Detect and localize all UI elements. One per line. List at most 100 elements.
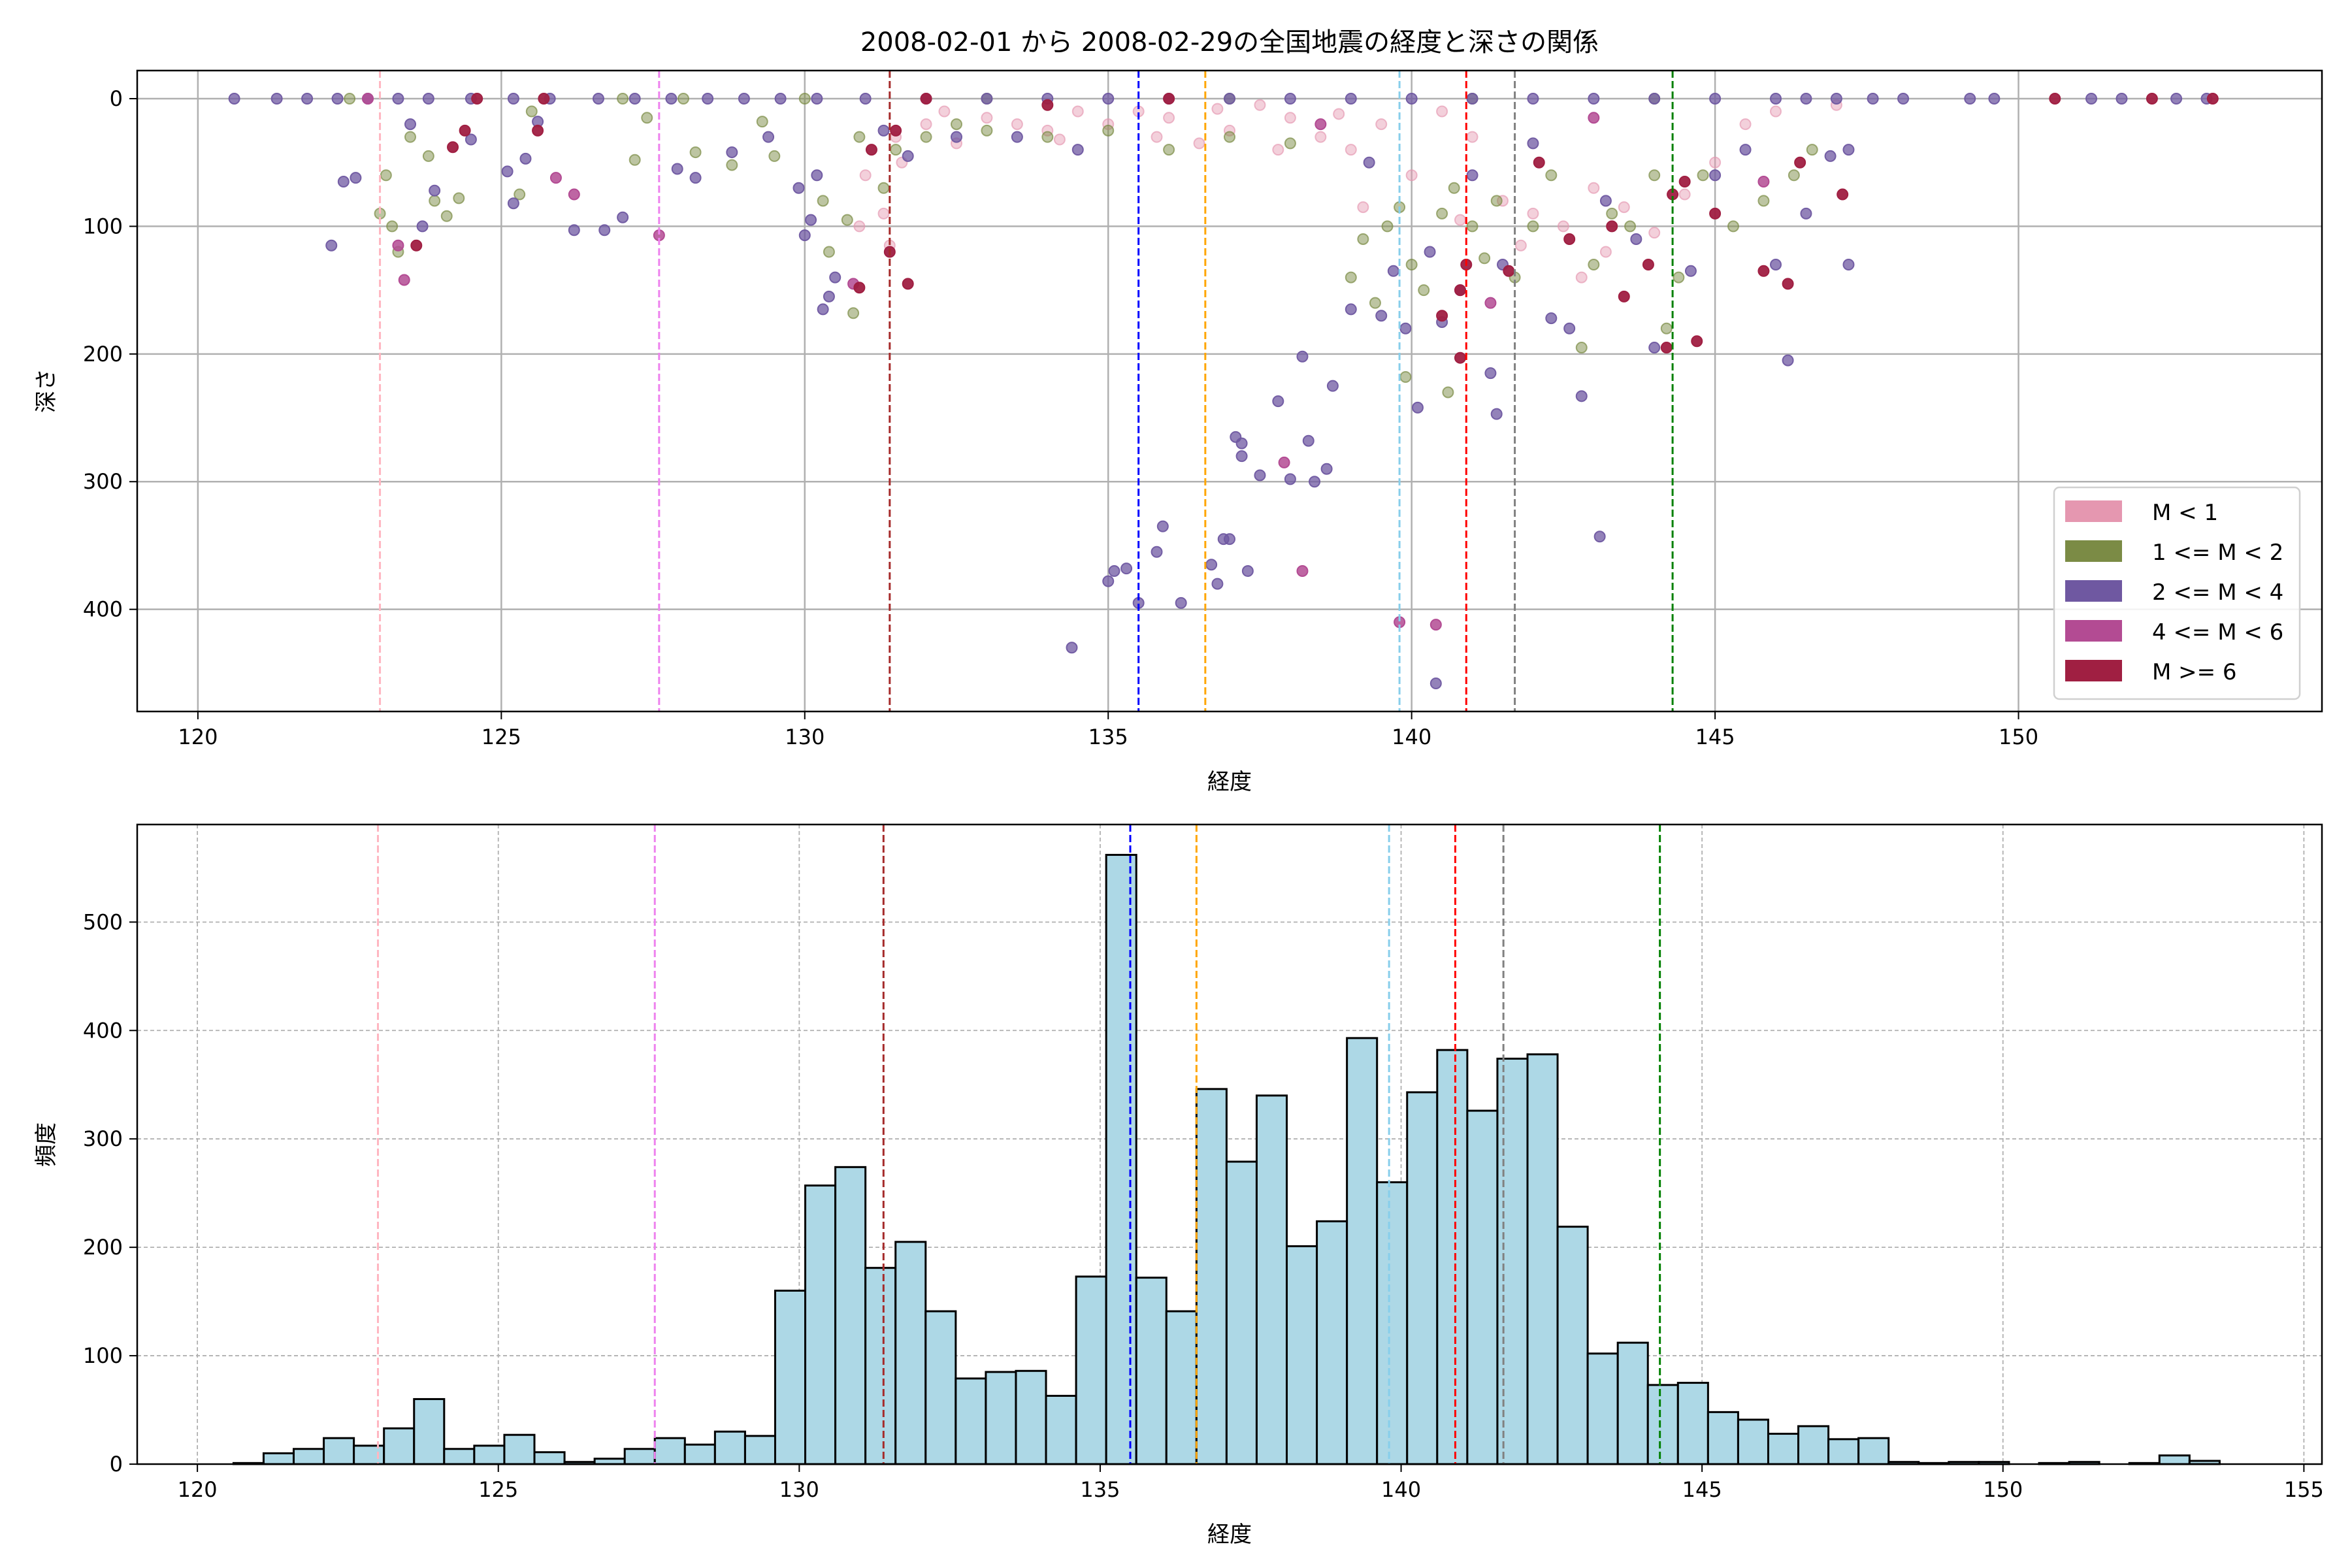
data-point xyxy=(361,92,374,105)
data-point xyxy=(514,188,526,201)
data-point xyxy=(1709,92,1722,105)
data-point xyxy=(1041,99,1054,111)
data-point xyxy=(853,131,866,143)
histogram-bar xyxy=(1105,853,1137,1465)
data-point xyxy=(1315,118,1327,131)
data-point xyxy=(1102,575,1115,587)
histogram-bar xyxy=(413,1397,446,1465)
data-point xyxy=(525,105,538,118)
histogram-bar xyxy=(1406,1091,1439,1465)
histogram-bar xyxy=(683,1443,716,1465)
data-point xyxy=(847,307,860,319)
x-tick-label: 125 xyxy=(482,725,521,749)
histogram-bar xyxy=(804,1184,837,1465)
data-point xyxy=(2170,92,2183,105)
data-point xyxy=(1588,259,1600,271)
data-point xyxy=(792,182,805,194)
data-point xyxy=(817,303,829,316)
data-point xyxy=(756,116,768,128)
data-point xyxy=(981,92,993,105)
data-point xyxy=(629,154,641,166)
histogram-bar xyxy=(1045,1394,1077,1465)
data-point xyxy=(453,192,465,204)
data-point xyxy=(841,214,853,226)
data-point xyxy=(1156,520,1169,532)
legend-swatch xyxy=(2065,500,2122,522)
data-point xyxy=(1041,131,1054,143)
data-point xyxy=(1842,259,1855,271)
histogram-bar xyxy=(1857,1437,1890,1465)
data-point xyxy=(811,169,823,182)
data-point xyxy=(1837,188,1849,201)
data-point xyxy=(1642,259,1654,271)
scatter-plot: 120 125 130 135 140 145 150 0 100 200 300 400 M < 1 1… xyxy=(83,69,2323,749)
data-point xyxy=(1678,188,1691,201)
data-point xyxy=(1345,92,1357,105)
histogram-y-label: 頻度 xyxy=(33,1122,59,1167)
legend-swatch xyxy=(2065,620,2122,642)
data-point xyxy=(951,131,962,143)
legend-label: 2 <= M < 4 xyxy=(2152,580,2283,606)
data-point xyxy=(1405,259,1418,271)
legend-label: M < 1 xyxy=(2152,500,2218,526)
scatter-x-label: 経度 xyxy=(1207,769,1252,795)
histogram-bar xyxy=(1436,1049,1469,1465)
data-point xyxy=(549,172,562,184)
data-point xyxy=(1484,367,1497,380)
x-tick-label: 135 xyxy=(1088,725,1128,749)
data-point xyxy=(1284,473,1296,485)
data-point xyxy=(1867,92,1879,105)
data-point xyxy=(2146,92,2158,105)
data-point xyxy=(805,214,817,226)
histogram-plot: 120 125 130 135 140 145 150 155 0 100 200 300 400 500 xyxy=(83,823,2324,1502)
data-point xyxy=(1466,220,1478,233)
data-point xyxy=(1296,565,1309,578)
data-point xyxy=(1399,322,1412,335)
data-point xyxy=(641,112,653,124)
chart-title: 2008-02-01 から 2008-02-29の全国地震の経度と深さの関係 xyxy=(860,27,1599,57)
data-point xyxy=(1436,310,1448,322)
data-point xyxy=(410,239,423,252)
data-point xyxy=(1071,105,1084,118)
data-point xyxy=(1545,169,1558,182)
histogram-bar xyxy=(353,1445,385,1465)
x-tick-label: 120 xyxy=(178,725,218,749)
data-point xyxy=(1606,220,1618,233)
data-point xyxy=(1235,450,1248,463)
data-point xyxy=(1357,201,1369,214)
data-point xyxy=(902,150,914,162)
data-point xyxy=(1345,144,1357,156)
data-point xyxy=(1575,390,1588,402)
data-point xyxy=(331,92,344,105)
y-tick-label: 0 xyxy=(110,1452,123,1477)
data-point xyxy=(325,239,338,252)
histogram-bar xyxy=(1556,1226,1589,1465)
data-point xyxy=(1254,99,1266,111)
data-point xyxy=(1503,265,1515,277)
data-point xyxy=(920,131,932,143)
data-point xyxy=(1739,144,1752,156)
data-point xyxy=(1794,156,1806,169)
legend-swatch xyxy=(2065,660,2122,681)
data-point xyxy=(1588,182,1600,194)
legend-label: 1 <= M < 2 xyxy=(2152,540,2283,566)
data-point xyxy=(1429,678,1442,690)
data-point xyxy=(422,150,434,162)
histogram-bar xyxy=(1225,1160,1258,1465)
data-point xyxy=(429,184,441,197)
data-point xyxy=(1824,150,1837,162)
data-point xyxy=(519,152,532,165)
data-point xyxy=(1527,220,1539,233)
data-point xyxy=(380,169,392,182)
histogram-bar xyxy=(473,1445,506,1465)
data-point xyxy=(447,141,459,154)
data-point xyxy=(1830,92,1842,105)
scatter-y-label: 深さ xyxy=(33,368,59,413)
data-point xyxy=(890,144,902,156)
histogram-bar xyxy=(293,1448,325,1465)
data-point xyxy=(1466,131,1478,143)
legend-swatch xyxy=(2065,540,2122,562)
data-point xyxy=(1448,182,1460,194)
data-point xyxy=(1151,546,1163,558)
data-point xyxy=(768,150,781,162)
